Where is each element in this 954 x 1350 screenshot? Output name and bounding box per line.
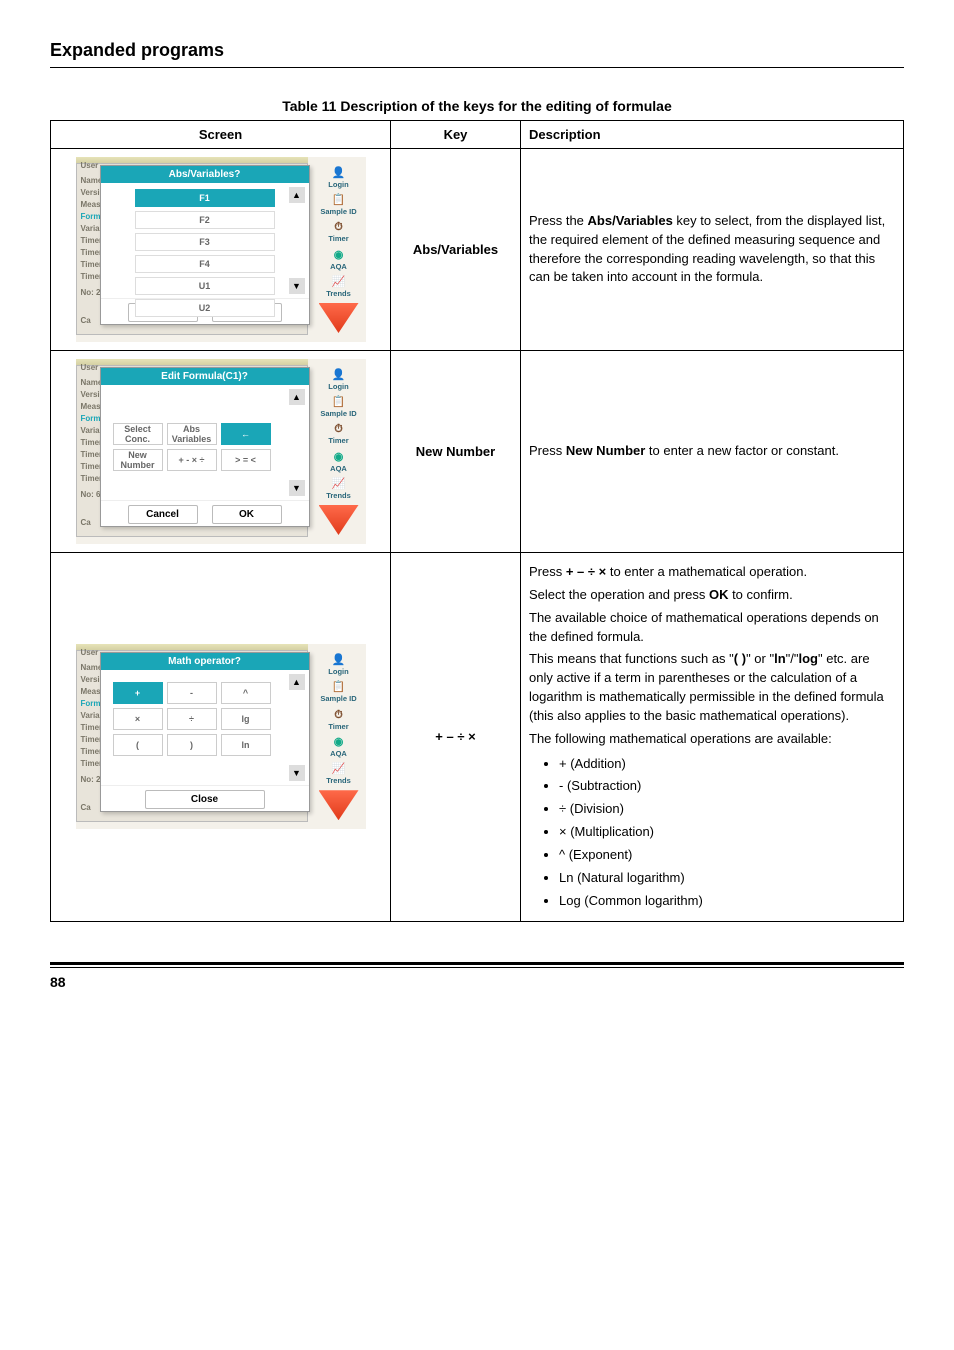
sb-trends[interactable]: 📈Trends [315, 763, 363, 785]
section-divider [50, 67, 904, 68]
scroll-up[interactable]: ▲ [289, 389, 305, 405]
grid-btn[interactable]: New Number [113, 449, 163, 471]
col-description: Description [521, 121, 904, 149]
page-number: 88 [50, 974, 904, 990]
footer-divider-thin [50, 967, 904, 968]
scroll-down[interactable]: ▼ [289, 765, 305, 781]
op-lg[interactable]: lg [221, 708, 271, 730]
scroll-up[interactable]: ▲ [289, 674, 305, 690]
description-cell: Press the Abs/Variables key to select, f… [521, 149, 904, 351]
op-div[interactable]: ÷ [167, 708, 217, 730]
sb-login[interactable]: 👤Login [315, 369, 363, 391]
list-item: × (Multiplication) [559, 823, 895, 842]
op-lparen[interactable]: ( [113, 734, 163, 756]
dialog-title: Edit Formula(C1)? [101, 368, 309, 385]
dialog-title: Math operator? [101, 653, 309, 670]
screenshot-absvariables: User Name: Versio Measu Formu Variab Tim… [76, 157, 366, 342]
op-ln[interactable]: ln [221, 734, 271, 756]
list-item[interactable]: U2 [135, 299, 275, 317]
sb-login[interactable]: 👤Login [315, 654, 363, 676]
list-item: ÷ (Division) [559, 800, 895, 819]
dialog-mathoperator: Math operator? ▲ + - ^ × ÷ lg ( ) ln [100, 652, 310, 812]
list-item: + (Addition) [559, 755, 895, 774]
list-item[interactable]: F4 [135, 255, 275, 273]
description-cell: Press + – ÷ × to enter a mathematical op… [521, 553, 904, 922]
dialog-absvariables: Abs/Variables? ▲ F1 F2 F3 F4 U1 U2 ▼ Can… [100, 165, 310, 325]
grid-btn[interactable]: > = < [221, 449, 271, 471]
description-cell: Press New Number to enter a new factor o… [521, 351, 904, 553]
grid-btn[interactable]: Abs Variables [167, 423, 217, 445]
screenshot-newnumber: User Name: Versio Measu Formu Variab Tim… [76, 359, 366, 544]
op-rparen[interactable]: ) [167, 734, 217, 756]
sb-aqa[interactable]: ◉AQA [315, 451, 363, 473]
dialog-title: Abs/Variables? [101, 166, 309, 183]
grid-btn[interactable]: Select Conc. [113, 423, 163, 445]
footer-divider-thick [50, 962, 904, 965]
formula-keys-table: Screen Key Description User Name: Versio… [50, 120, 904, 922]
back-icon[interactable]: ← [221, 423, 271, 445]
operations-list: + (Addition) - (Subtraction) ÷ (Division… [559, 755, 895, 911]
op-mult[interactable]: × [113, 708, 163, 730]
op-minus[interactable]: - [167, 682, 217, 704]
list-item[interactable]: U1 [135, 277, 275, 295]
sb-trends[interactable]: 📈Trends [315, 478, 363, 500]
list-item: - (Subtraction) [559, 777, 895, 796]
section-title: Expanded programs [50, 40, 904, 61]
op-plus[interactable]: + [113, 682, 163, 704]
list-item[interactable]: F1 [135, 189, 275, 207]
return-icon[interactable] [319, 303, 359, 333]
close-button[interactable]: Close [145, 790, 265, 809]
list-item[interactable]: F3 [135, 233, 275, 251]
key-label: + – ÷ × [391, 553, 521, 922]
list-item[interactable]: F2 [135, 211, 275, 229]
table-row: User Name: Versio Measu Formu Variab Tim… [51, 149, 904, 351]
scroll-up[interactable]: ▲ [289, 187, 305, 203]
col-key: Key [391, 121, 521, 149]
sb-sampleid[interactable]: 📋Sample ID [315, 681, 363, 703]
op-exp[interactable]: ^ [221, 682, 271, 704]
col-screen: Screen [51, 121, 391, 149]
sb-trends[interactable]: 📈Trends [315, 276, 363, 298]
return-icon[interactable] [319, 790, 359, 820]
sb-aqa[interactable]: ◉AQA [315, 249, 363, 271]
table-row: User Name: Versio Measu Formu Variab Tim… [51, 351, 904, 553]
sb-aqa[interactable]: ◉AQA [315, 736, 363, 758]
return-icon[interactable] [319, 505, 359, 535]
key-label: New Number [391, 351, 521, 553]
table-caption: Table 11 Description of the keys for the… [50, 98, 904, 114]
list-item: Ln (Natural logarithm) [559, 869, 895, 888]
sb-login[interactable]: 👤Login [315, 167, 363, 189]
right-sidebar: 👤Login 📋Sample ID ⏱Timer ◉AQA 📈Trends [312, 163, 366, 335]
sb-timer[interactable]: ⏱Timer [315, 709, 363, 731]
list-item: Log (Common logarithm) [559, 892, 895, 911]
sb-timer[interactable]: ⏱Timer [315, 221, 363, 243]
table-row: User Name: Versio Measu Formu Variab Tim… [51, 553, 904, 922]
ok-button[interactable]: OK [212, 505, 282, 524]
key-label: Abs/Variables [391, 149, 521, 351]
dialog-editformula: Edit Formula(C1)? ▲ Select Conc. Abs Var… [100, 367, 310, 527]
cancel-button[interactable]: Cancel [128, 505, 198, 524]
scroll-down[interactable]: ▼ [289, 480, 305, 496]
list-item: ^ (Exponent) [559, 846, 895, 865]
sb-timer[interactable]: ⏱Timer [315, 423, 363, 445]
screenshot-mathoperator: User Name: Versio Measu Formu Variab Tim… [76, 644, 366, 829]
scroll-down[interactable]: ▼ [289, 278, 305, 294]
right-sidebar: 👤Login 📋Sample ID ⏱Timer ◉AQA 📈Trends [312, 650, 366, 822]
right-sidebar: 👤Login 📋Sample ID ⏱Timer ◉AQA 📈Trends [312, 365, 366, 537]
grid-btn[interactable]: + - × ÷ [167, 449, 217, 471]
sb-sampleid[interactable]: 📋Sample ID [315, 396, 363, 418]
sb-sampleid[interactable]: 📋Sample ID [315, 194, 363, 216]
